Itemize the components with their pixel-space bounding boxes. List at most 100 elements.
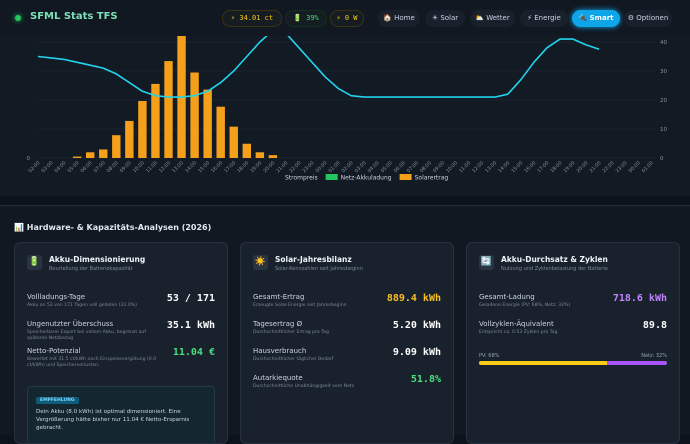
legend-swatch [325,174,338,180]
nav-button[interactable]: ⚡ Energie [520,10,568,27]
x-tick-label: 11:00 [145,160,159,174]
bar [216,106,225,158]
split-label: PV: 68% [479,353,500,359]
status-pill: 🔋 39% [285,10,327,27]
metric-value: 53 / 171 [166,293,215,304]
metric-label: Hausverbrauch [253,347,307,355]
x-tick-label: 12:00 [158,160,172,174]
metric-sub: Durchschnittlicher Ertrag pro Tag [253,330,329,335]
y2-tick-label: 20 [660,98,667,104]
nav-button[interactable]: ⚙ Optionen [624,10,672,27]
x-tick-label: 22:00 [288,160,302,174]
x-tick-label: 03:00 [40,160,54,174]
x-tick-label: 10:00 [445,160,459,174]
bar [99,149,108,158]
status-pill: ⚡ 0 W [330,10,364,27]
metric-sub: Bewertet mit 31.5 ct/kWh nach Einspeisev… [27,357,157,368]
x-tick-label: 13:00 [484,160,498,174]
x-tick-label: 22:00 [602,160,616,174]
x-tick-label: 04:00 [53,160,67,174]
x-tick-label: 21:00 [589,160,603,174]
metric-label: Vollladungs-Tage [27,293,86,301]
y-tick-label: 0 [27,156,31,162]
x-tick-label: 20:00 [262,160,276,174]
recommendation: EMPFEHLUNG Dein Akku (8.0 kWh) ist optima… [27,386,215,443]
metric-value: 89.8 [642,320,667,331]
x-tick-label: 14:00 [184,160,198,174]
split-label: Netz: 32% [641,353,667,359]
card-subtitle: Nutzung und Zyklenbelastung der Batterie [501,266,608,272]
x-tick-label: 18:00 [549,160,563,174]
x-tick-label: 23:00 [301,160,315,174]
nav-button[interactable]: 🏠 Home [378,10,420,27]
chart-panel: 0 10 20 30 40 0 02:00 03:00 04:00 05:00 06:00 07:00… [0,36,690,196]
app-title: SFML Stats TFS [30,11,118,22]
card: 🔋 Akku-Dimensionierung Beurteilung der Bat… [14,242,228,444]
metric-row: Hausverbrauch Durchschnittlicher tägliche… [253,347,441,371]
bar [242,143,251,158]
x-tick-label: 16:00 [523,160,537,174]
metric-value: 35.1 kWh [166,320,215,331]
metric-sub: Durchschnittliche Unabhängigkeit vom Net… [253,384,355,389]
bar [151,83,160,158]
nav-button[interactable]: ⛅ Wetter [470,10,515,27]
x-tick-label: 14:00 [497,160,511,174]
x-tick-label: 15:00 [510,160,524,174]
x-tick-label: 19:00 [562,160,576,174]
metric-sub: Speicherbarer Export bei vollem Akku, be… [27,330,146,341]
metric-label: Vollzyklen-Äquivalent [479,320,554,328]
metric-row: Vollzyklen-Äquivalent Entspricht ca. 0.53… [479,320,667,344]
metric-sub: Erzeugte Solar-Energie seit Jahresbeginn [253,303,347,308]
card-icon: ☀️ [253,255,268,270]
metric-label: Ungenutzter Überschuss [27,320,114,328]
metric-row: Ungenutzter Überschuss Speicherbarer Expo… [27,320,215,344]
bar [125,120,134,158]
metric-row: Vollladungs-Tage Akku an 53 von 171 Tagen… [27,293,215,317]
metric-value: 889.4 kWh [386,293,441,304]
top-bar: SFML Stats TFS ⚡ 34.01 ct 🔋 39% ⚡ 0 W 🏠 Hom… [0,0,690,37]
y2-tick-label: 10 [660,127,667,133]
status-pill: ⚡ 34.01 ct [222,10,282,27]
x-tick-label: 05:00 [67,160,81,174]
x-tick-label: 01:00 [328,160,342,174]
x-tick-label: 00:00 [314,160,328,174]
card-title: Akku-Durchsatz & Zyklen [501,255,608,264]
metric-sub: Durchschnittlicher täglicher Bedarf [253,357,334,362]
nav-button[interactable]: ☀ Solar [425,10,465,27]
metric-value: 11.04 € [172,347,215,358]
x-tick-label: 23:00 [615,160,629,174]
price-line [37,36,600,98]
bar [164,61,173,158]
x-tick-label: 02:00 [27,160,41,174]
x-tick-label: 09:00 [119,160,133,174]
x-tick-label: 04:00 [367,160,381,174]
metric-row: Tagesertrag Ø Durchschnittlicher Ertrag p… [253,320,441,344]
legend-label: Strompreis [285,175,318,182]
x-tick-label: 10:00 [132,160,146,174]
split-segment [479,361,607,365]
metric-value: 9.09 kWh [392,347,441,358]
x-tick-label: 05:00 [380,160,394,174]
nav-button[interactable]: 🔌 Smart [572,10,620,27]
x-tick-label: 16:00 [210,160,224,174]
bar [268,155,278,158]
x-tick-label: 11:00 [458,160,472,174]
x-tick-label: 12:00 [471,160,485,174]
metric-value: 718.6 kWh [612,293,667,304]
card-icon: 🔄 [479,255,494,270]
metric-row: Gesamt-Ertrag Erzeugte Solar-Energie seit… [253,293,441,317]
metric-label: Autarkiequote [253,374,303,382]
x-tick-label: 19:00 [249,160,263,174]
bar [112,135,121,158]
metric-sub: Akku an 53 von 171 Tagen voll geladen (3… [27,303,137,308]
metric-row: Autarkiequote Durchschnittliche Unabhängi… [253,374,441,398]
bar [72,156,82,158]
card-title: Akku-Dimensionierung [49,255,146,264]
x-tick-label: 13:00 [171,160,185,174]
x-tick-label: 09:00 [432,160,446,174]
split-bar [479,361,667,365]
x-tick-label: 20:00 [575,160,589,174]
card-title: Solar-Jahresbilanz [275,255,352,264]
